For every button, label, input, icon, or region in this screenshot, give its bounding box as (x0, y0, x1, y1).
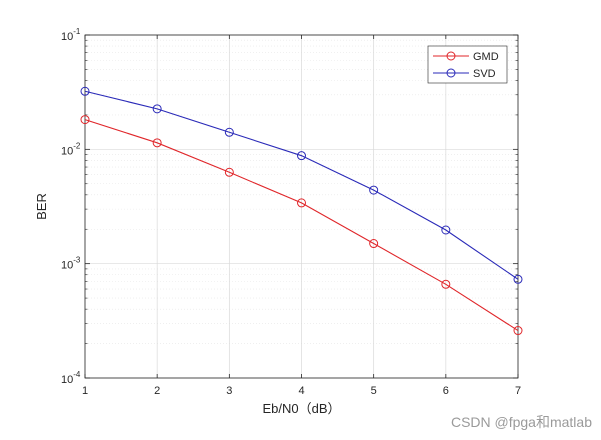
y-axis-label: BER (34, 193, 49, 220)
x-tick-label: 4 (298, 385, 304, 397)
data-point-gmd (80, 115, 90, 125)
x-tick-label: 1 (82, 385, 88, 397)
x-tick-label: 6 (443, 385, 449, 397)
legend-marker-svd (446, 68, 456, 78)
legend-marker-gmd (446, 51, 456, 61)
data-point-svd (297, 151, 306, 161)
ticks: 1 2 3 4 5 6 7 10-4 10-3 10-2 10-1 (61, 27, 521, 397)
data-point-gmd (441, 279, 451, 289)
x-tick-label: 5 (371, 385, 377, 397)
legend: GMD SVD (427, 45, 508, 84)
x-tick-label: 2 (154, 385, 160, 397)
legend-label-svd: SVD (473, 68, 496, 80)
watermark: CSDN @fpga和matlab (451, 414, 592, 430)
y-tick-label: 10-4 (61, 370, 81, 386)
y-tick-label: 10-1 (61, 27, 81, 43)
data-point-gmd (152, 138, 162, 148)
series-line-gmd (84, 119, 519, 332)
data-point-gmd (369, 239, 379, 249)
data-point-svd (152, 104, 162, 114)
y-tick-label: 10-3 (61, 256, 81, 272)
series-line-svd (84, 90, 519, 280)
series (80, 86, 523, 336)
legend-box (427, 45, 508, 84)
data-point-gmd (297, 198, 306, 208)
grid (84, 34, 519, 379)
x-tick-label: 3 (226, 385, 232, 397)
x-axis-label: Eb/N0（dB） (262, 401, 340, 416)
y-tick-label: 10-2 (61, 141, 81, 157)
data-point-svd (224, 127, 234, 137)
data-point-gmd (224, 167, 234, 177)
data-point-gmd (513, 326, 523, 336)
data-point-svd (369, 185, 379, 195)
x-tick-label: 7 (515, 385, 521, 397)
data-point-svd (513, 274, 523, 284)
legend-label-gmd: GMD (473, 51, 499, 63)
data-point-svd (441, 225, 451, 235)
data-point-svd (80, 86, 90, 96)
